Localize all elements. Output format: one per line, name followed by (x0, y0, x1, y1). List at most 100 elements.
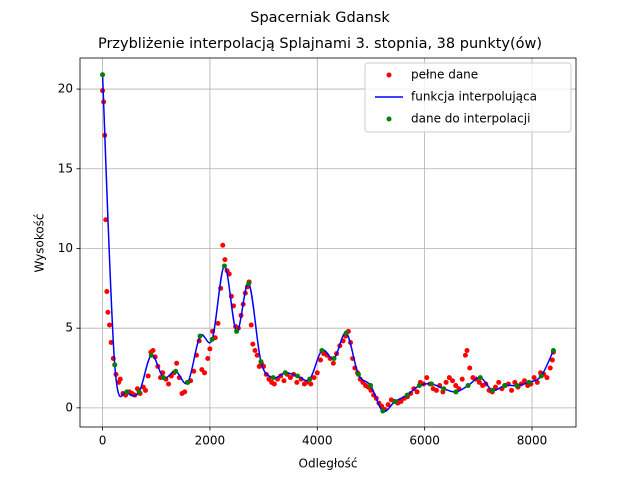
legend-box (364, 62, 572, 133)
data-point (453, 389, 459, 395)
data-point (414, 389, 420, 395)
x-tick-label: 6000 (409, 434, 440, 448)
data-point (182, 389, 188, 395)
data-point (433, 387, 439, 393)
data-point (191, 368, 197, 374)
data-point (207, 346, 213, 352)
data-point (443, 379, 449, 385)
data-point (544, 375, 550, 381)
data-point (108, 340, 114, 346)
data-point (281, 378, 287, 384)
data-point (117, 376, 123, 382)
data-point (248, 322, 254, 328)
data-point (307, 376, 313, 382)
data-point (476, 379, 482, 385)
x-tick-label: 2000 (195, 434, 226, 448)
y-tick-label: 15 (58, 161, 73, 175)
data-point (534, 379, 540, 385)
data-point (294, 379, 300, 385)
data-point (234, 328, 240, 334)
data-point (477, 375, 483, 381)
data-point (502, 383, 508, 389)
data-point (173, 368, 179, 374)
data-point (252, 347, 258, 353)
chart-title: Spacerniak Gdansk (250, 10, 390, 26)
x-tick-label: 4000 (302, 434, 333, 448)
x-tick-label: 8000 (517, 434, 548, 448)
data-point (462, 352, 468, 358)
data-point (160, 375, 166, 381)
data-point (398, 398, 404, 404)
data-point (465, 383, 471, 389)
data-point (142, 387, 148, 393)
data-point (489, 387, 495, 393)
data-point (145, 373, 151, 379)
data-point (424, 375, 430, 381)
data-point (368, 383, 374, 389)
data-point (209, 336, 215, 342)
data-point (526, 379, 532, 385)
data-point (282, 370, 288, 376)
data-point (205, 355, 211, 361)
data-point (250, 341, 256, 347)
data-point (453, 383, 459, 389)
legend-marker (386, 116, 392, 122)
data-point (105, 309, 111, 315)
chart-subtitle: Przybliżenie interpolacją Splajnami 3. s… (98, 36, 542, 52)
data-point (103, 217, 109, 223)
data-point (258, 359, 264, 365)
legend-marker (386, 72, 392, 78)
data-point (319, 347, 325, 353)
data-point (429, 381, 435, 387)
data-point (197, 333, 203, 339)
data-point (254, 352, 260, 358)
data-point (549, 357, 555, 363)
data-point (467, 365, 473, 371)
data-point (331, 355, 337, 361)
data-point (446, 375, 452, 381)
data-point (404, 392, 410, 398)
data-point (317, 357, 323, 363)
data-point (343, 330, 349, 336)
data-point (380, 408, 386, 414)
data-point (330, 360, 336, 366)
legend-label: funkcja interpolująca (411, 90, 537, 104)
x-axis-label: Odległość (299, 457, 358, 471)
data-point (221, 263, 227, 269)
data-point (531, 375, 537, 381)
data-point (311, 375, 317, 381)
data-point (547, 365, 553, 371)
y-axis-label: Wysokość (33, 213, 47, 272)
data-point (166, 381, 172, 387)
data-point (246, 281, 252, 287)
data-point (202, 370, 208, 376)
data-point (314, 370, 320, 376)
data-point (100, 72, 106, 78)
y-tick-label: 5 (65, 321, 73, 335)
data-point (185, 379, 191, 385)
data-point (148, 352, 154, 358)
data-point (509, 387, 515, 393)
data-point (441, 386, 447, 392)
y-tick-label: 10 (58, 241, 73, 255)
y-tick-label: 0 (65, 400, 73, 414)
data-point (124, 389, 130, 395)
data-point (514, 383, 520, 389)
data-point (521, 378, 527, 384)
data-point (308, 381, 314, 387)
data-point (550, 347, 556, 353)
data-point (112, 362, 118, 368)
data-point (107, 322, 113, 328)
data-point (174, 360, 180, 366)
data-point (270, 375, 276, 381)
data-point (450, 378, 456, 384)
data-point (538, 373, 544, 379)
data-point (295, 373, 301, 379)
data-point (355, 371, 361, 377)
data-point (215, 320, 221, 326)
data-point (220, 242, 226, 248)
legend-label: pełne dane (411, 68, 478, 82)
legend-label: dane do interpolacji (411, 112, 530, 126)
data-point (271, 381, 277, 387)
